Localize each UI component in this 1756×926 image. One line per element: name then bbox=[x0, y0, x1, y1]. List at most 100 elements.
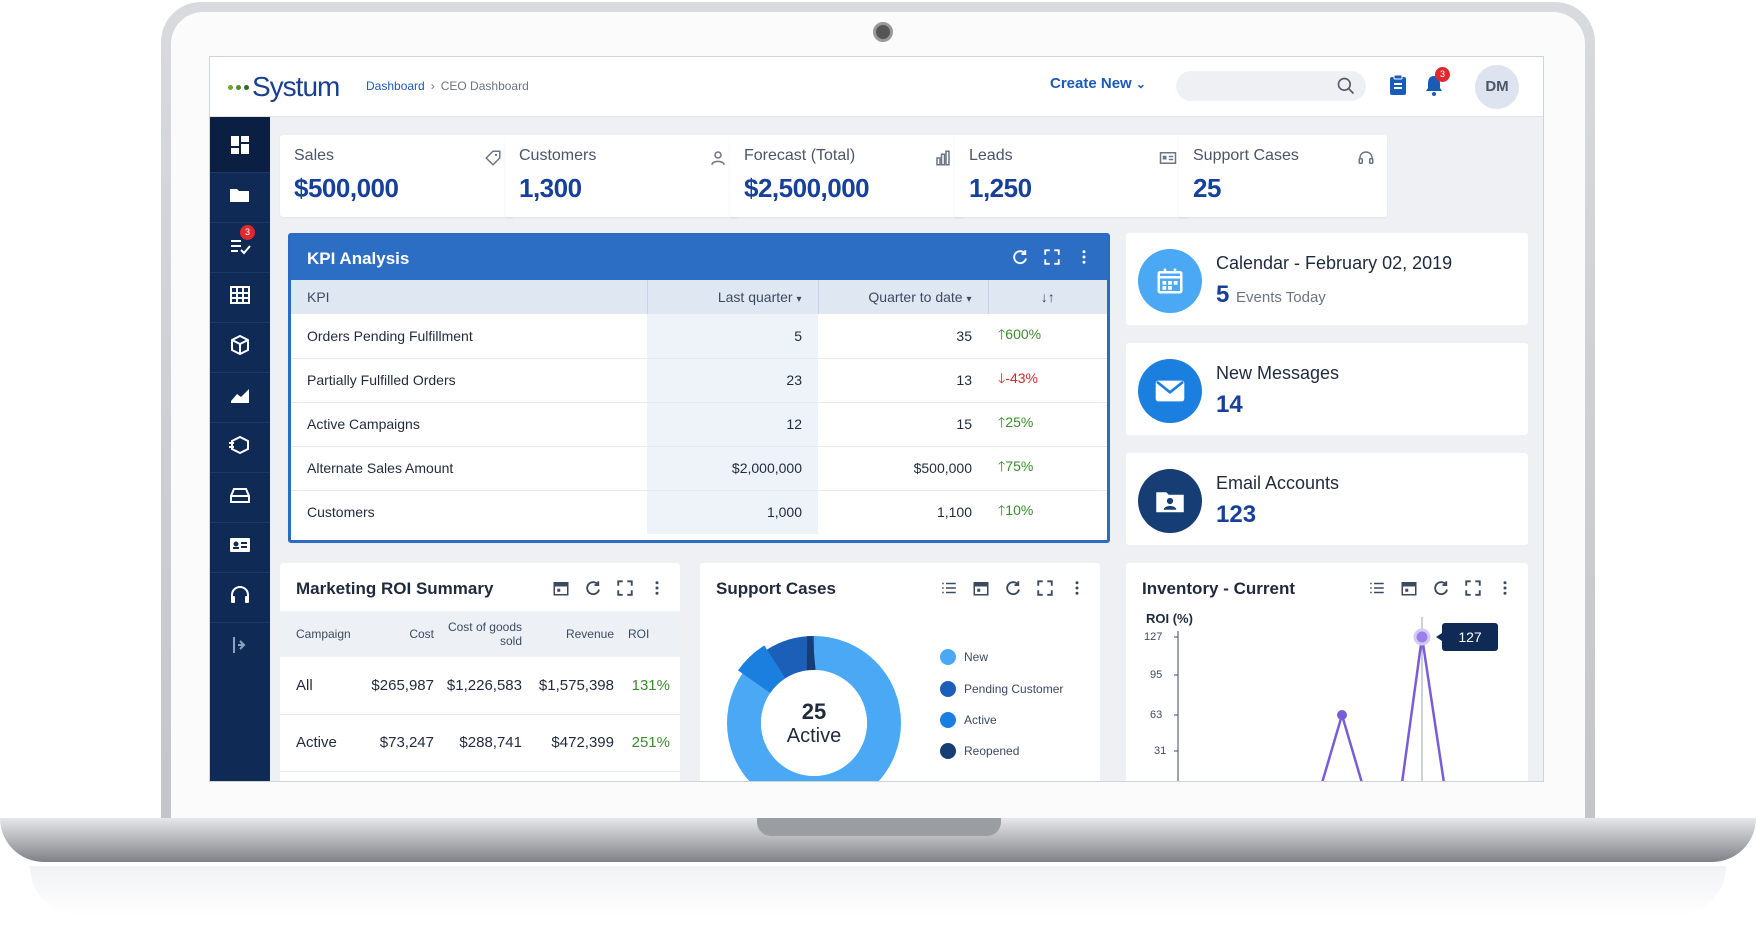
column-header-change[interactable]: ↓↑ bbox=[988, 280, 1107, 314]
column-header-quarter-to-date[interactable]: Quarter to date ▾ bbox=[818, 280, 989, 314]
more-vertical-icon[interactable] bbox=[648, 579, 666, 597]
roi-campaign: All bbox=[280, 657, 366, 715]
kpi-name: Alternate Sales Amount bbox=[291, 446, 647, 491]
kpi-header: KPI Analysis bbox=[291, 236, 1107, 280]
change-value: 10% bbox=[1005, 502, 1034, 519]
search-icon[interactable] bbox=[1336, 76, 1356, 96]
messages-card[interactable]: New Messages 14 bbox=[1126, 343, 1528, 435]
list-icon[interactable] bbox=[940, 579, 958, 597]
sidebar-item-products[interactable] bbox=[210, 317, 270, 373]
user-icon bbox=[711, 151, 725, 165]
expand-icon[interactable] bbox=[1036, 579, 1054, 597]
sidebar-item-support[interactable] bbox=[210, 567, 270, 623]
table-row[interactable]: Partially Fulfilled Orders 23 13 🡓-43% bbox=[291, 358, 1107, 403]
logo[interactable]: Systum bbox=[228, 69, 340, 105]
sidebar-item-shipping[interactable] bbox=[210, 417, 270, 473]
table-row[interactable]: Active Campaigns 12 15 🡑25% bbox=[291, 402, 1107, 447]
email-accounts-count: 123 bbox=[1216, 501, 1257, 528]
support-donut-chart[interactable] bbox=[714, 613, 914, 782]
calendar-card[interactable]: Calendar - February 02, 2019 5 Events To… bbox=[1126, 233, 1528, 325]
table-row[interactable]: Customers 1,000 1,100 🡑10% bbox=[291, 490, 1107, 534]
create-new-label: Create New bbox=[1050, 75, 1132, 92]
bell-icon[interactable]: 3 bbox=[1423, 67, 1450, 102]
column-header-cost[interactable]: Cost bbox=[366, 611, 434, 657]
roi-campaign: Active bbox=[280, 714, 366, 772]
clipboard-icon[interactable] bbox=[1388, 74, 1408, 101]
chevron-down-icon: ⌄ bbox=[1135, 77, 1146, 91]
stat-card-forecast[interactable]: Forecast (Total) $2,500,000 bbox=[730, 135, 964, 217]
expand-icon[interactable] bbox=[616, 579, 634, 597]
kpi-change: 🡑10% bbox=[988, 490, 1107, 534]
refresh-icon[interactable] bbox=[1432, 579, 1450, 597]
events-value: 5 bbox=[1216, 281, 1230, 308]
sidebar-collapse-button[interactable] bbox=[210, 617, 270, 673]
more-vertical-icon[interactable] bbox=[1068, 579, 1086, 597]
arrow-down-icon: 🡓 bbox=[998, 370, 1006, 386]
expand-icon[interactable] bbox=[1464, 579, 1482, 597]
stat-card-support-cases[interactable]: Support Cases 25 bbox=[1179, 135, 1387, 217]
legend-item-reopened[interactable]: Reopened bbox=[940, 743, 1019, 759]
stat-value: 1,300 bbox=[519, 173, 582, 203]
breadcrumb-dashboard[interactable]: Dashboard bbox=[366, 79, 425, 93]
column-label: Quarter to date bbox=[868, 289, 963, 305]
table-row[interactable]: Orders Pending Fulfillment 5 35 🡑600% bbox=[291, 314, 1107, 359]
roi-cogs: $1,226,583 bbox=[434, 657, 522, 715]
sidebar-item-inbox[interactable] bbox=[210, 467, 270, 523]
data-point[interactable] bbox=[1337, 710, 1347, 720]
kpi-name: Partially Fulfilled Orders bbox=[291, 358, 647, 403]
column-header-kpi[interactable]: KPI bbox=[291, 280, 648, 314]
package-icon bbox=[229, 435, 249, 454]
column-header-campaign[interactable]: Campaign bbox=[280, 611, 366, 657]
create-new-button[interactable]: Create New ⌄ bbox=[1050, 75, 1146, 92]
table-row[interactable]: All $265,987 $1,226,583 $1,575,398 131% bbox=[280, 657, 680, 715]
logo-dots-icon bbox=[228, 84, 249, 90]
table-row[interactable]: Alternate Sales Amount $2,000,000 $500,0… bbox=[291, 446, 1107, 491]
calendar-icon[interactable] bbox=[972, 579, 990, 597]
mail-icon bbox=[1138, 359, 1202, 423]
stat-card-sales[interactable]: Sales $500,000 bbox=[280, 135, 514, 217]
inventory-line-chart[interactable] bbox=[1126, 563, 1528, 782]
folder-user-icon bbox=[1138, 469, 1202, 533]
avatar[interactable]: DM bbox=[1475, 65, 1519, 109]
sidebar-item-analytics[interactable] bbox=[210, 367, 270, 423]
stat-card-customers[interactable]: Customers 1,300 bbox=[505, 135, 739, 217]
calendar-icon[interactable] bbox=[552, 579, 570, 597]
calendar-icon[interactable] bbox=[1400, 579, 1418, 597]
legend-dot bbox=[940, 681, 956, 697]
notification-badge: 3 bbox=[1435, 67, 1450, 82]
sidebar-item-tasks[interactable]: 3 bbox=[210, 217, 270, 273]
column-header-roi[interactable]: ROI bbox=[614, 611, 680, 657]
kpi-title: KPI Analysis bbox=[307, 249, 410, 268]
legend-item-pending-customer[interactable]: Pending Customer bbox=[940, 681, 1063, 697]
sidebar-item-files[interactable] bbox=[210, 167, 270, 223]
sidebar-item-table[interactable] bbox=[210, 267, 270, 323]
legend-item-new[interactable]: New bbox=[940, 649, 988, 665]
search-input[interactable] bbox=[1176, 71, 1366, 101]
more-vertical-icon[interactable] bbox=[1496, 579, 1514, 597]
list-icon[interactable] bbox=[1368, 579, 1386, 597]
email-accounts-card[interactable]: Email Accounts 123 bbox=[1126, 453, 1528, 545]
sidebar-item-contacts[interactable] bbox=[210, 517, 270, 573]
contact-card-icon bbox=[1159, 152, 1177, 164]
column-header-revenue[interactable]: Revenue bbox=[522, 611, 614, 657]
column-header-last-quarter[interactable]: Last quarter ▾ bbox=[647, 280, 819, 314]
more-vertical-icon[interactable] bbox=[1075, 248, 1093, 266]
donut-center-label: Active bbox=[786, 725, 842, 747]
stat-value: 1,250 bbox=[969, 173, 1032, 203]
column-header-cogs[interactable]: Cost of goods sold bbox=[434, 611, 522, 657]
data-point-highlighted[interactable] bbox=[1413, 628, 1431, 646]
refresh-icon[interactable] bbox=[584, 579, 602, 597]
refresh-icon[interactable] bbox=[1004, 579, 1022, 597]
calendar-title: Calendar - February 02, 2019 bbox=[1216, 253, 1453, 273]
expand-icon[interactable] bbox=[1043, 248, 1061, 266]
sidebar-item-dashboard[interactable] bbox=[210, 117, 270, 173]
donut-hole bbox=[761, 670, 867, 776]
arrow-up-icon: 🡑 bbox=[998, 325, 1006, 342]
table-row[interactable]: Active $73,247 $288,741 $472,399 251% bbox=[280, 714, 680, 772]
kpi-quarter-to-date: 35 bbox=[818, 314, 988, 359]
screen: Systum Dashboard › CEO Dashboard Create … bbox=[209, 56, 1544, 782]
legend-item-active[interactable]: Active bbox=[940, 712, 997, 728]
refresh-icon[interactable] bbox=[1011, 248, 1029, 266]
stat-card-leads[interactable]: Leads 1,250 bbox=[955, 135, 1189, 217]
legend-label: Active bbox=[964, 713, 997, 727]
